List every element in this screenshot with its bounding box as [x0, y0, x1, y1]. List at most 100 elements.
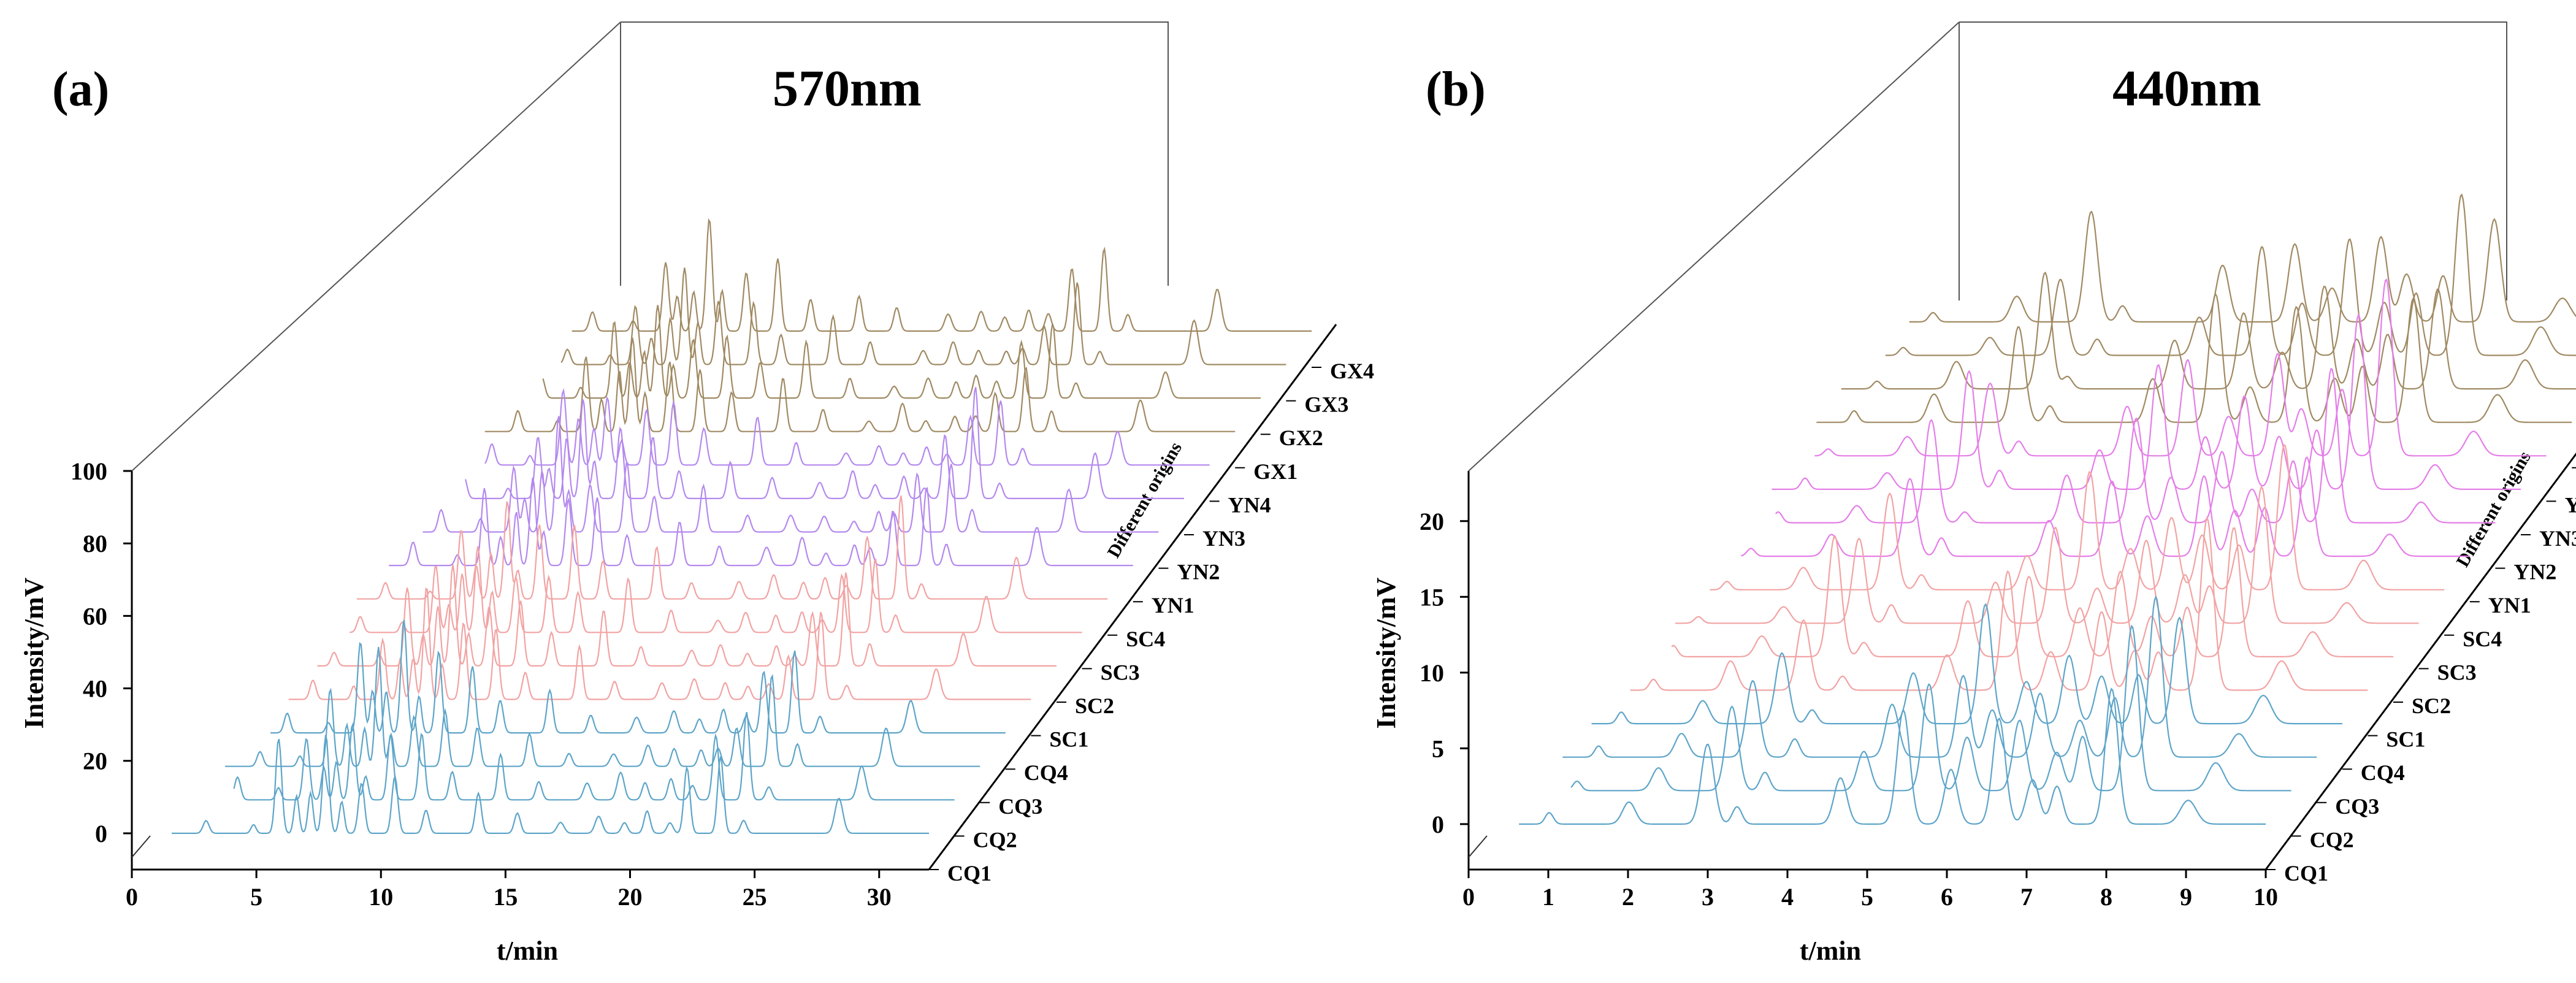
- trace-cq3: [1562, 595, 2317, 758]
- trace-gx4: [1909, 210, 2576, 323]
- x-tick-label: 8: [2100, 883, 2112, 911]
- trace-sc2: [317, 564, 1057, 667]
- y-tick-label: 15: [1420, 583, 1444, 611]
- panel-a-570nm: (a) 570nm t/min Intensity/mV Different o…: [19, 21, 1374, 966]
- x-tick-label: 4: [1781, 883, 1794, 911]
- x-tick-label: 30: [867, 883, 892, 911]
- trace-sc4: [1710, 444, 2445, 591]
- trace-sc3: [1675, 485, 2419, 624]
- y-axis-label-b: Intensity/mV: [1371, 577, 1401, 729]
- trace-yn3: [465, 387, 1184, 499]
- trace-cq2: [233, 712, 955, 801]
- y-tick-label: 10: [1420, 659, 1444, 687]
- series-label-cq2: CQ2: [2310, 827, 2354, 852]
- series-label-cq2: CQ2: [973, 827, 1017, 852]
- x-tick-label: 3: [1702, 883, 1714, 911]
- origin-depth-mark: [1468, 835, 1488, 858]
- x-tick-label: 6: [1941, 883, 1953, 911]
- series-label-yn1: YN1: [2488, 593, 2531, 618]
- series-label-cq1: CQ1: [2284, 861, 2328, 885]
- y-axis-label-a: Intensity/mV: [19, 577, 49, 729]
- series-label-sc2: SC2: [2412, 694, 2451, 718]
- z-axis-line: [2265, 453, 2576, 870]
- x-tick-label: 1: [1542, 883, 1554, 911]
- trace-cq1: [172, 735, 929, 835]
- series-label-gx3: GX3: [1304, 392, 1348, 417]
- trace-yn2: [1775, 367, 2496, 524]
- series-labels-a: GX4 GX3 GX2 GX1 YN4 YN3 YN2 YN1 SC4 SC3 SC2 SC1 CQ4 C…: [929, 359, 1374, 885]
- series-label-yn4: YN4: [2565, 492, 2576, 517]
- series-label-gx2: GX2: [1279, 426, 1323, 450]
- x-tick-label: 10: [2253, 883, 2278, 911]
- series-label-sc1: SC1: [1049, 727, 1088, 752]
- trace-gx4: [571, 218, 1312, 332]
- series-label-sc4: SC4: [1126, 627, 1165, 651]
- x-tick-label: 9: [2180, 883, 2192, 911]
- y-tick-label: 0: [1432, 811, 1444, 838]
- chart-title-a: 570nm: [773, 60, 922, 117]
- chart-title-b: 440nm: [2112, 60, 2261, 117]
- x-ticks-a: 0 5 10 15 20 25 30: [126, 870, 892, 911]
- y-ticks-a: 0 20 40 60 80 100: [71, 457, 132, 847]
- x-tick-label: 25: [743, 883, 767, 911]
- x-tick-label: 15: [493, 883, 518, 911]
- series-label-sc3: SC3: [2437, 660, 2477, 684]
- y-tick-label: 100: [71, 457, 107, 485]
- trace-sc3: [350, 546, 1082, 633]
- series-label-cq3: CQ3: [2335, 794, 2379, 819]
- trace-gx1: [484, 337, 1236, 432]
- trace-sc1: [288, 587, 1031, 700]
- series-label-yn2: YN2: [2513, 560, 2556, 584]
- frame-diagonal-top: [131, 21, 621, 472]
- trace-gx3: [560, 267, 1286, 365]
- series-label-cq4: CQ4: [2361, 760, 2405, 785]
- trace-cq3: [224, 646, 980, 767]
- trace-cq1: [1519, 687, 2266, 825]
- axes-frame-a: [131, 21, 1337, 871]
- x-tick-label: 5: [250, 883, 262, 911]
- x-tick-label: 10: [369, 883, 393, 911]
- x-ticks-b: 0 1 2 3 4 5 6 7 8 9 10: [1462, 870, 2278, 911]
- y-ticks-b: 0 5 10 15 20: [1420, 508, 1469, 838]
- trace-cq4: [1591, 603, 2342, 725]
- x-tick-label: 0: [126, 883, 138, 911]
- series-label-yn3: YN3: [2539, 526, 2576, 551]
- trace-yn1: [1741, 456, 2470, 557]
- trace-gx2: [1841, 272, 2576, 390]
- y-tick-label: 0: [95, 820, 107, 847]
- series-label-gx4: GX4: [1330, 359, 1374, 383]
- trace-yn2: [422, 416, 1159, 533]
- trace-sc1: [1630, 517, 2368, 691]
- frame-back-box: [621, 21, 1169, 286]
- panel-label-a: (a): [52, 63, 109, 117]
- trace-cq2: [1570, 624, 2291, 792]
- traces-a: [172, 218, 1312, 835]
- series-label-yn1: YN1: [1152, 593, 1194, 618]
- trace-yn3: [1771, 313, 2521, 490]
- panel-label-b: (b): [1426, 63, 1486, 117]
- series-label-cq3: CQ3: [998, 794, 1042, 819]
- trace-sc4: [357, 495, 1108, 600]
- series-label-cq4: CQ4: [1024, 760, 1068, 785]
- series-label-sc2: SC2: [1075, 694, 1114, 718]
- x-axis-label-b: t/min: [1800, 936, 1861, 966]
- trace-yn4: [484, 388, 1210, 466]
- frame-diagonal-top: [1468, 21, 1960, 472]
- series-label-cq1: CQ1: [947, 861, 992, 885]
- panel-b-440nm: (b) 440nm t/min Intensity/mV Different o…: [1371, 21, 2576, 966]
- y-tick-label: 5: [1432, 735, 1444, 762]
- x-tick-label: 2: [1622, 883, 1634, 911]
- trace-yn1: [389, 477, 1133, 567]
- trace-gx3: [1885, 193, 2576, 356]
- trace-gx1: [1816, 293, 2572, 423]
- x-tick-label: 7: [2020, 883, 2033, 911]
- trace-cq4: [270, 619, 1006, 734]
- trace-sc2: [1671, 527, 2393, 657]
- x-tick-label: 0: [1462, 883, 1475, 911]
- traces-b: [1519, 193, 2576, 825]
- series-label-sc3: SC3: [1101, 660, 1140, 684]
- trace-yn4: [1814, 278, 2547, 457]
- x-tick-label: 20: [618, 883, 643, 911]
